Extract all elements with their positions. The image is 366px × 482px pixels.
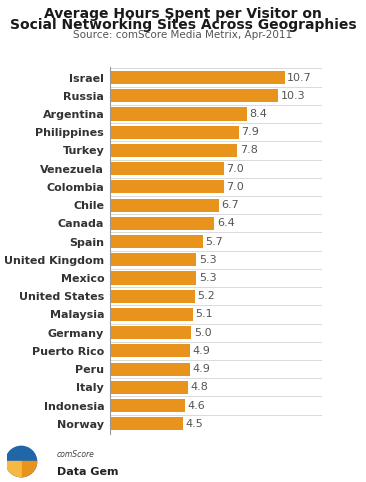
Wedge shape [21,462,37,477]
Bar [110,381,188,394]
Wedge shape [6,462,21,477]
Bar [110,362,190,375]
Bar [110,271,196,284]
Text: Social Networking Sites Across Geographies: Social Networking Sites Across Geographi… [10,18,356,32]
Bar [110,126,239,139]
Text: 4.9: 4.9 [192,364,210,374]
Text: 7.8: 7.8 [240,146,258,155]
Bar [110,253,196,267]
Text: 5.3: 5.3 [199,255,216,265]
Text: 8.4: 8.4 [249,109,267,119]
Bar [110,180,224,193]
Bar [110,144,237,157]
Text: 5.2: 5.2 [197,291,215,301]
Bar [110,71,284,84]
Bar [110,199,219,212]
Text: comScore: comScore [57,450,94,459]
Bar [110,308,193,321]
Text: 4.6: 4.6 [187,401,205,411]
Bar [110,290,195,303]
Text: 4.8: 4.8 [191,382,209,392]
Text: 6.7: 6.7 [222,200,239,210]
Text: Data Gem: Data Gem [57,467,118,477]
Text: 10.3: 10.3 [280,91,305,101]
Text: 7.0: 7.0 [227,182,244,192]
Bar [110,107,247,120]
Bar [110,162,224,175]
Text: 7.0: 7.0 [227,163,244,174]
Bar [110,417,183,430]
Text: 4.5: 4.5 [186,419,203,429]
Bar [110,89,278,102]
Text: Average Hours Spent per Visitor on: Average Hours Spent per Visitor on [44,7,322,21]
Text: 5.3: 5.3 [199,273,216,283]
Bar [110,399,185,412]
Text: 5.0: 5.0 [194,328,212,338]
Bar [110,235,203,248]
Text: 10.7: 10.7 [287,72,312,82]
Bar [110,344,190,358]
Bar [110,217,214,230]
Bar [110,326,191,339]
Text: 5.1: 5.1 [195,309,213,320]
Text: 6.4: 6.4 [217,218,235,228]
Text: 5.7: 5.7 [205,237,223,246]
Text: 7.9: 7.9 [241,127,259,137]
Text: 4.9: 4.9 [192,346,210,356]
Circle shape [6,446,37,477]
Text: Source: comScore Media Metrix, Apr-2011: Source: comScore Media Metrix, Apr-2011 [74,30,292,40]
